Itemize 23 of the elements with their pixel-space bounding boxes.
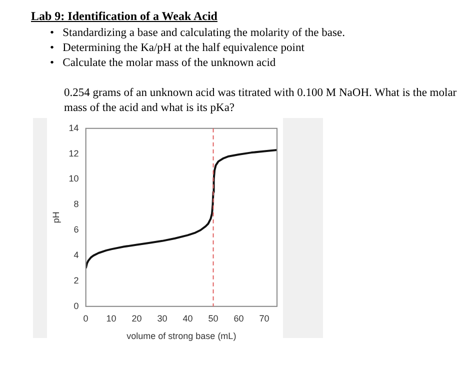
text: • Calculate the molar mass of the unknown acid [50,56,277,71]
x-tick-label: 60 [234,313,244,324]
y-tick-label: 12 [68,148,79,158]
y-tick-label: 0 [74,300,79,311]
x-axis-title: volume of strong base (mL) [126,331,236,342]
x-tick-label: 20 [132,313,142,324]
y-tick-label: 14 [68,122,79,133]
y-axis-title: pH [50,212,61,224]
y-tick-label: 2 [74,275,79,286]
x-tick-label: 70 [259,313,270,324]
x-tick-label: 40 [182,313,193,324]
x-tick-label: 50 [208,313,218,324]
text: • Standardizing a base and calculating the molarity of the base. [50,26,346,41]
x-tick-label: 30 [157,313,168,324]
x-tick-label: 10 [106,313,116,324]
y-tick-label: 6 [74,224,79,235]
text: • Determining the Ka/pH at the half equivalence point [50,41,306,56]
text: 0.254 grams of an unknown acid was titrated with 0.100 M NaOH. What is the molar mass of the acid and what is its pKa? [64,86,458,116]
chart-title: Lab 9: Identification of a Weak Acid [31,9,218,24]
y-tick-label: 8 [74,199,79,210]
y-tick-label: 4 [74,250,79,260]
y-tick-label: 10 [68,174,79,184]
x-tick-label: 0 [83,313,88,324]
